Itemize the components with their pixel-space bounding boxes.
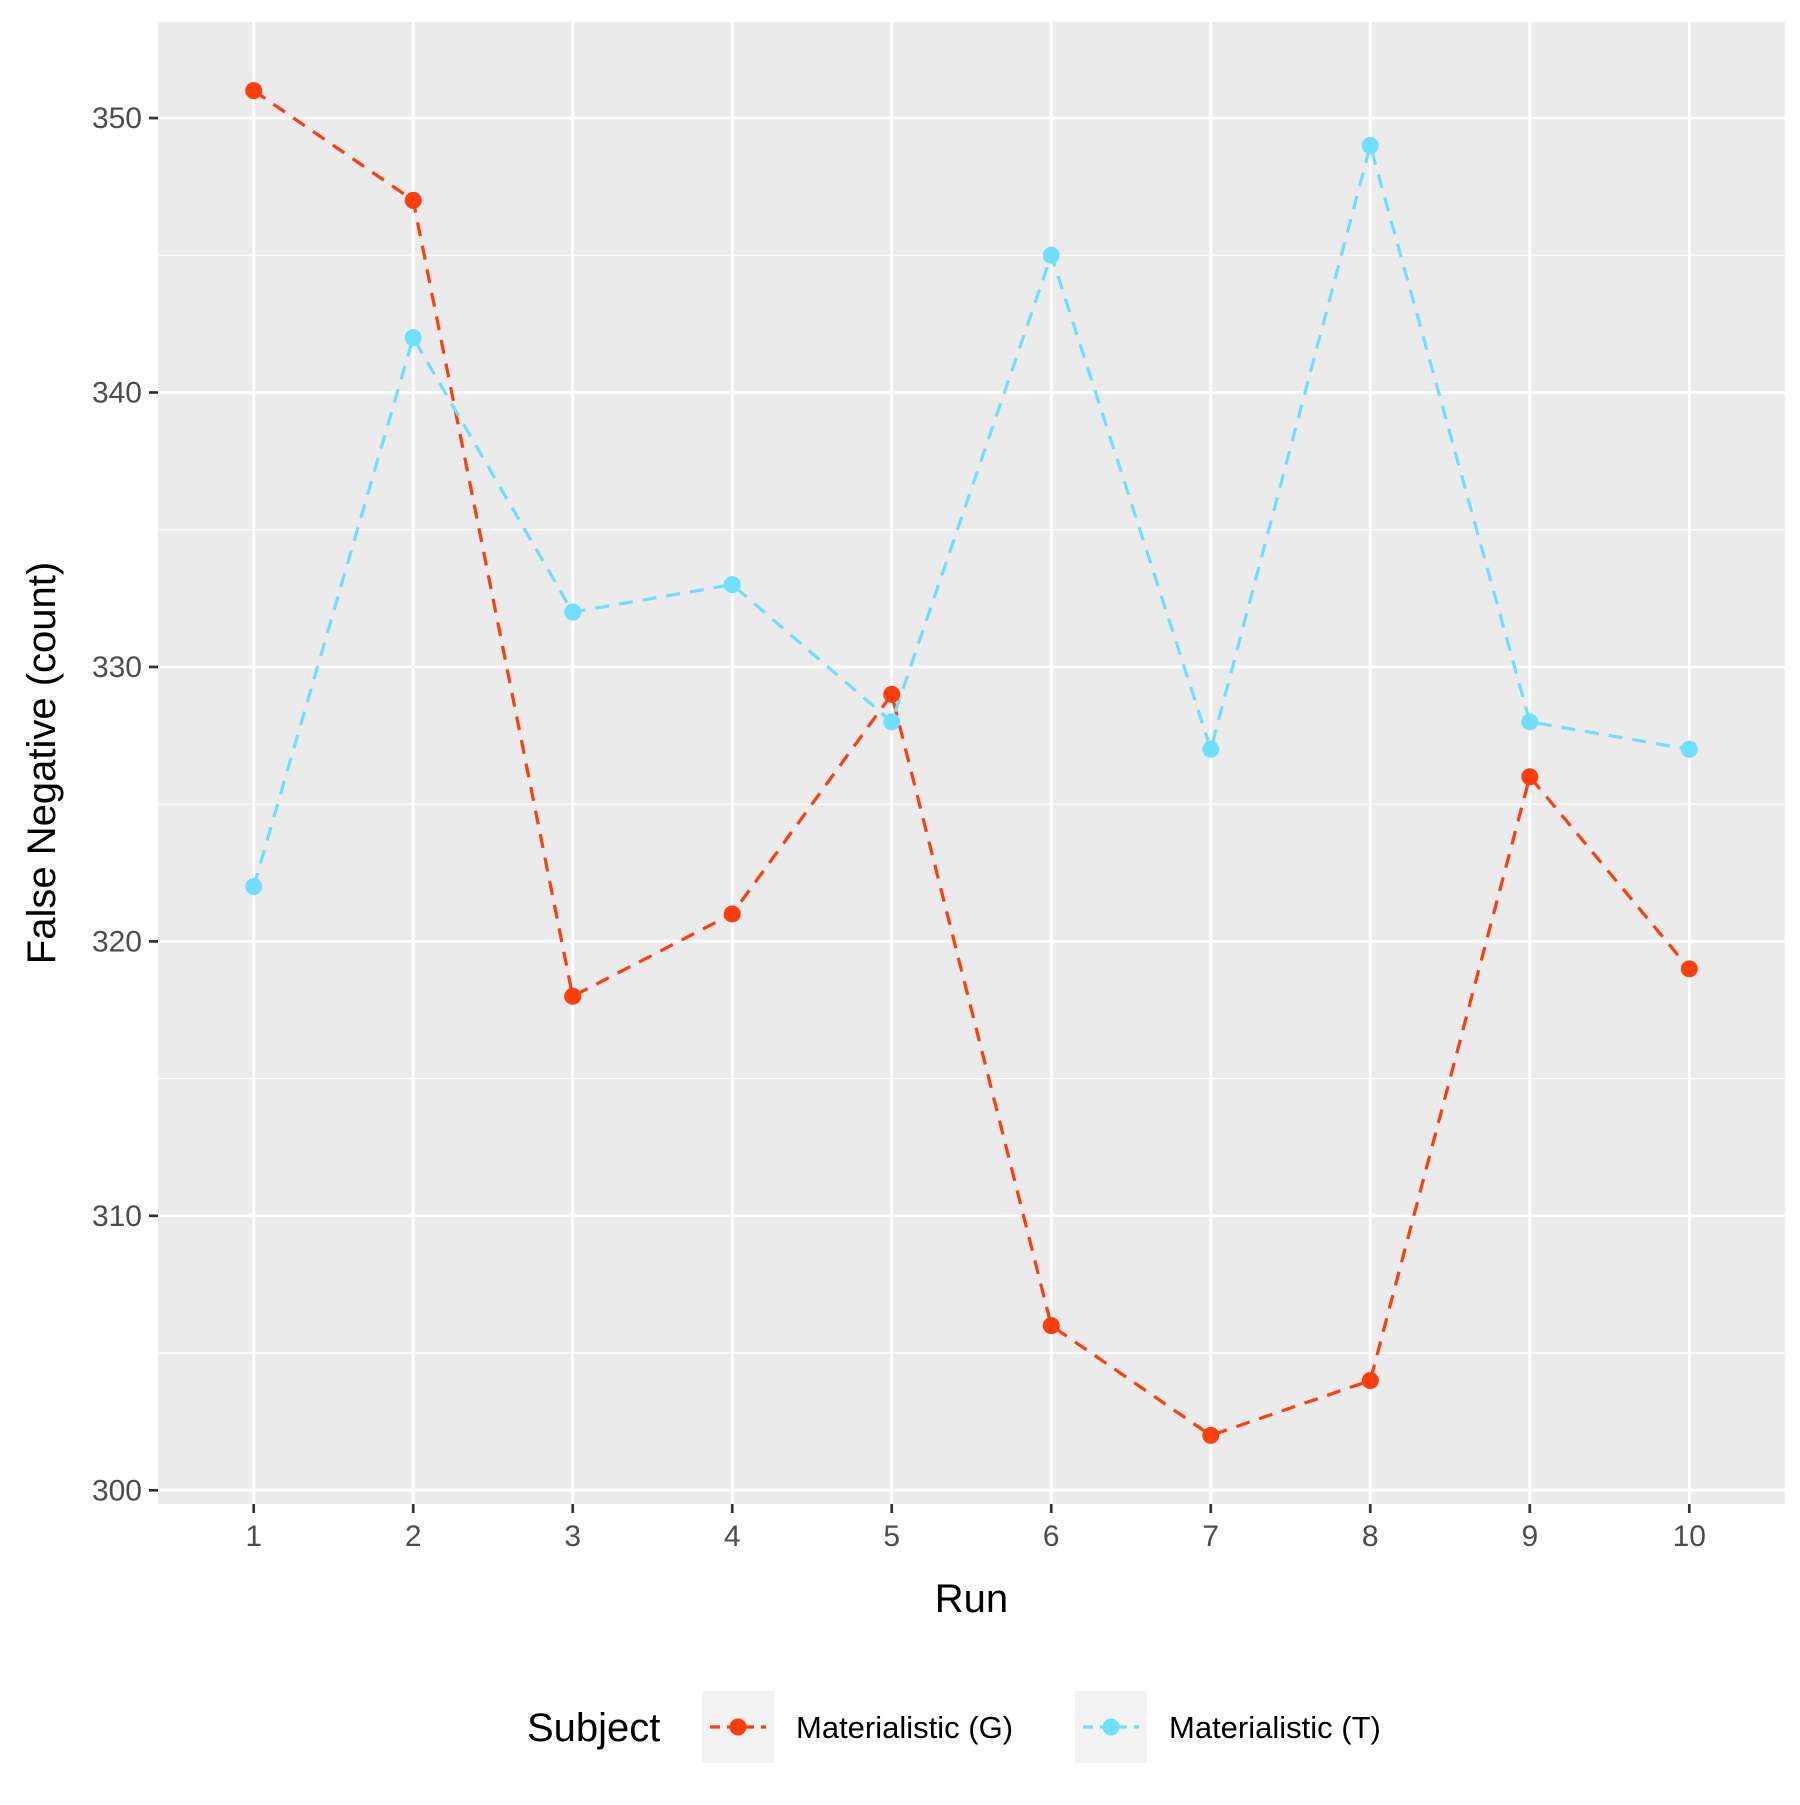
y-tick-label: 350 xyxy=(92,102,142,135)
legend-key-point xyxy=(729,1718,747,1736)
legend-label: Materialistic (G) xyxy=(796,1710,1013,1745)
series-lines xyxy=(252,89,1691,1438)
y-axis-title: False Negative (count) xyxy=(20,562,64,964)
minor-gridlines xyxy=(158,254,1785,1354)
data-point-series-1 xyxy=(404,191,422,209)
y-tick-label: 300 xyxy=(92,1474,142,1507)
x-tick-label: 9 xyxy=(1521,1520,1538,1553)
legend-key-point xyxy=(1102,1718,1120,1736)
legend-label: Materialistic (T) xyxy=(1169,1710,1381,1745)
y-tick-label: 320 xyxy=(92,925,142,958)
y-tick-label: 310 xyxy=(92,1200,142,1233)
data-point-series-1 xyxy=(1042,1317,1060,1335)
data-point-series-2 xyxy=(1202,740,1220,758)
x-tick-label: 7 xyxy=(1202,1520,1219,1553)
legend-item-2: Materialistic (T) xyxy=(1075,1691,1381,1763)
legend-title: Subject xyxy=(527,1706,660,1750)
x-tick-label: 6 xyxy=(1043,1520,1060,1553)
series-line-1 xyxy=(252,89,1691,1438)
data-point-series-2 xyxy=(1042,246,1060,264)
data-point-series-1 xyxy=(1680,960,1698,978)
x-tick-label: 4 xyxy=(724,1520,741,1553)
legend: Subject Materialistic (G) Materialistic (… xyxy=(527,1691,1381,1763)
data-point-series-1 xyxy=(723,905,741,923)
legend-item-1: Materialistic (G) xyxy=(702,1691,1013,1763)
x-tick-label: 3 xyxy=(564,1520,581,1553)
x-tick-label: 10 xyxy=(1673,1520,1706,1553)
data-point-series-2 xyxy=(564,603,582,621)
x-tick-label: 5 xyxy=(883,1520,900,1553)
y-axis: 300 310 320 330 340 350 xyxy=(92,102,158,1507)
data-point-series-1 xyxy=(1361,1372,1379,1389)
y-tick-label: 340 xyxy=(92,377,142,410)
x-axis-title: Run xyxy=(935,1577,1008,1621)
data-point-series-2 xyxy=(723,576,741,594)
series-points xyxy=(245,82,1698,1444)
x-tick-label: 2 xyxy=(405,1520,422,1553)
data-point-series-1 xyxy=(1202,1426,1220,1444)
major-gridlines xyxy=(158,22,1785,1504)
data-point-series-2 xyxy=(883,713,901,731)
data-point-series-1 xyxy=(1521,768,1539,786)
x-tick-label: 1 xyxy=(245,1520,262,1553)
data-point-series-2 xyxy=(245,878,263,895)
x-axis: 1 2 3 4 5 6 7 8 9 10 xyxy=(245,1504,1706,1553)
data-point-series-2 xyxy=(1521,713,1539,731)
data-point-series-1 xyxy=(883,685,901,703)
y-tick-label: 330 xyxy=(92,651,142,684)
series-line-2 xyxy=(252,143,1690,887)
x-tick-label: 8 xyxy=(1362,1520,1379,1553)
data-point-series-2 xyxy=(1361,137,1379,154)
data-point-series-1 xyxy=(245,82,263,100)
data-point-series-1 xyxy=(564,987,582,1005)
data-point-series-2 xyxy=(1680,740,1698,758)
panel-background xyxy=(158,22,1785,1504)
data-point-series-2 xyxy=(404,329,422,347)
